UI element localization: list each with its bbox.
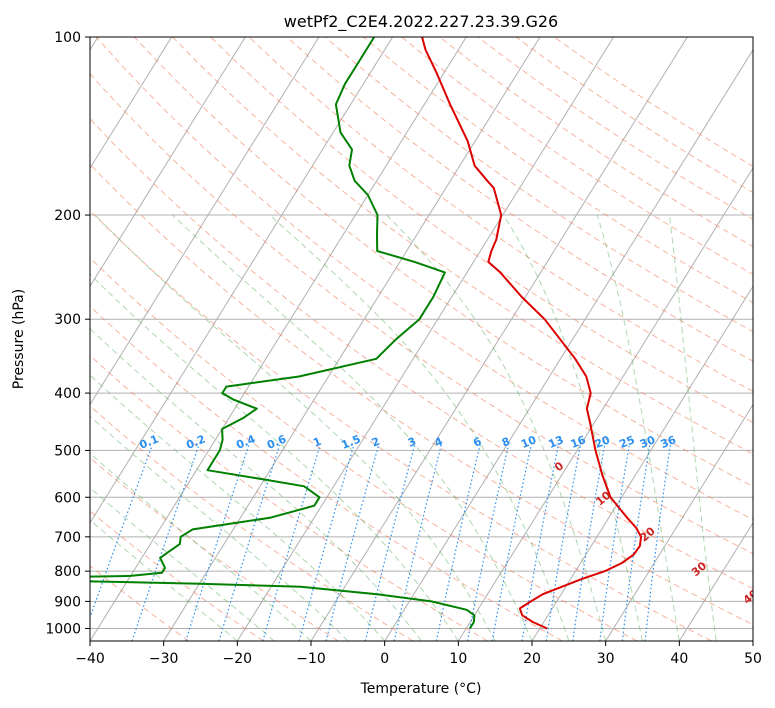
x-tick-label: 40 (670, 651, 688, 667)
dry-adiabat (90, 257, 638, 641)
sounding-profiles (90, 37, 643, 630)
axes: −40 −30 −20 −10 0 10 20 30 40 50 100 200 300 400 500 60… (45, 30, 762, 667)
isotherm--50 (90, 37, 394, 524)
x-tick-label: −40 (75, 651, 105, 667)
moist-adiabat (90, 374, 386, 641)
mixing-ratio-line (218, 445, 281, 641)
mixing-ratio-line (621, 445, 651, 641)
moist-adiabat (172, 214, 533, 641)
mixing-ratio-line (364, 445, 416, 641)
mixing-ratio-label: 36 (659, 433, 678, 451)
moist-adiabat (90, 273, 459, 641)
isotherm--30 (163, 37, 541, 641)
moist-adiabat (90, 327, 422, 641)
dry-adiabat (286, 37, 753, 362)
x-tick-label: 50 (744, 651, 762, 667)
mixing-ratio-label: 20 (593, 433, 612, 451)
mixing-ratio-line (262, 445, 321, 641)
y-tick-label: 900 (54, 594, 81, 610)
moist-adiabat (596, 214, 680, 641)
mixing-ratio-label: 1 (311, 435, 323, 450)
x-tick-label: −30 (149, 651, 179, 667)
dry-adiabat (90, 457, 339, 641)
mixing-ratio-line (325, 445, 380, 641)
dry-adiabat (134, 37, 753, 487)
dry-adiabat (90, 565, 190, 641)
mixing-ratio-label: 2 (370, 435, 382, 450)
x-tick-label: 10 (449, 651, 467, 667)
isotherm-40 (678, 521, 753, 641)
dry-adiabat (90, 405, 414, 641)
mixing-ratio-line (644, 445, 671, 641)
y-tick-label: 400 (54, 386, 81, 402)
mixing-ratio-line (466, 445, 510, 641)
y-tick-label: 500 (54, 443, 81, 459)
dry-adiabat (90, 305, 563, 641)
x-axis-label: Temperature (°C) (360, 681, 482, 697)
y-tick-label: 600 (54, 490, 81, 506)
isotherm--60 (90, 37, 320, 406)
y-tick-label: 800 (54, 564, 81, 580)
dry-adiabat (324, 37, 753, 333)
plot-frame (89, 36, 754, 642)
dry-adiabat (90, 510, 264, 641)
isotherm--80 (90, 37, 173, 169)
mixing-ratio-line (185, 445, 250, 641)
moist-adiabat (94, 214, 496, 641)
mixing-ratio-label: 10 (519, 433, 538, 451)
isotherm-30 (605, 403, 753, 641)
x-tick-label: −10 (296, 651, 326, 667)
mixing-ratio-line (393, 445, 442, 641)
mixing-ratio-line (131, 445, 200, 641)
dry-adiabat (90, 163, 753, 626)
mixing-ratio-line (491, 445, 532, 641)
mixing-ratio-line (599, 445, 630, 641)
chart-title: wetPf2_C2E4.2022.227.23.39.G26 (284, 12, 558, 32)
dry-adiabat (90, 209, 712, 641)
mixing-ratio-line (545, 445, 582, 641)
mixing-ratio-line (572, 445, 606, 641)
dry-adiabat (90, 73, 753, 555)
mixing-ratio-label: 25 (618, 433, 637, 451)
x-tick-label: 30 (597, 651, 615, 667)
mixing-ratio-label: 30 (638, 433, 657, 451)
x-tick-label: 20 (523, 651, 541, 667)
isotherm-50 (752, 640, 753, 641)
mixing-ratio-label: 16 (569, 433, 588, 451)
y-tick-label: 700 (54, 530, 81, 546)
dry-adiabat-label: -20 (0, 412, 1, 436)
y-tick-label: 100 (54, 30, 81, 46)
y-tick-label: 200 (54, 208, 81, 224)
dewpoint-profile (90, 37, 476, 630)
x-tick-label: 0 (380, 651, 389, 667)
isotherm--70 (90, 37, 246, 288)
isotherm-10 (457, 167, 753, 641)
isotherm-0 (384, 48, 753, 641)
dry-adiabat (90, 117, 753, 590)
isotherm--20 (236, 37, 615, 641)
y-axis-label: Pressure (hPa) (11, 289, 27, 389)
dry-adiabat (172, 37, 753, 455)
y-tick-label: 300 (54, 312, 81, 328)
mixing-ratio-label: 8 (500, 435, 512, 450)
plot-background (90, 37, 753, 641)
moist-adiabat (90, 415, 349, 641)
isotherm--40 (90, 37, 467, 641)
mixing-ratio-label: 3 (406, 435, 418, 450)
y-tick-label: 1000 (45, 621, 81, 637)
background-lines (90, 37, 753, 641)
mixing-ratio-line (298, 445, 355, 641)
dry-adiabat (95, 37, 753, 521)
mixing-ratio-line (435, 445, 481, 641)
mixing-ratio-label: 13 (546, 433, 565, 451)
moist-adiabat (269, 214, 570, 641)
isotherm-20 (531, 285, 753, 641)
x-tick-label: −20 (223, 651, 253, 667)
moist-adiabat (668, 214, 717, 641)
temperature-profile (421, 37, 643, 630)
